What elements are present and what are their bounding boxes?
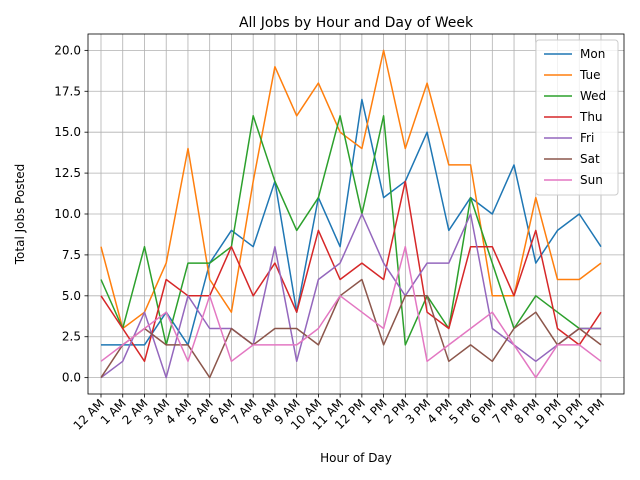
series-line-tue	[100, 49, 602, 330]
y-tick-label: 12.5	[54, 166, 81, 180]
y-tick-label: 2.5	[62, 330, 81, 344]
legend-label: Sat	[580, 152, 600, 166]
y-tick-label: 5.0	[62, 289, 81, 303]
y-tick-label: 0.0	[62, 371, 81, 385]
series-line-sun	[100, 245, 602, 379]
chart-title: All Jobs by Hour and Day of Week	[239, 15, 474, 31]
series-line-sat	[100, 278, 602, 379]
y-axis-ticks: 0.0 2.5 5.0 7.5 10.0 12.5 15.0 17.5 20.0	[54, 43, 88, 385]
y-tick-label: 10.0	[54, 207, 81, 221]
series-lines	[100, 49, 602, 379]
grid	[88, 34, 624, 394]
series-line-thu	[100, 180, 602, 363]
legend-label: Wed	[580, 89, 606, 103]
x-axis-label: Hour of Day	[320, 451, 392, 465]
legend-box	[535, 39, 619, 196]
legend-label: Thu	[579, 110, 603, 124]
y-tick-label: 17.5	[54, 84, 81, 98]
legend-label: Fri	[580, 131, 594, 145]
y-tick-label: 15.0	[54, 125, 81, 139]
legend-label: Mon	[580, 47, 605, 61]
series-line-fri	[100, 213, 601, 379]
y-tick-label: 20.0	[54, 43, 81, 57]
legend-label: Sun	[580, 173, 603, 187]
legend-label: Tue	[579, 68, 601, 82]
series-line-mon	[101, 98, 602, 346]
series-line-wed	[100, 115, 601, 346]
y-axis-label: Total Jobs Posted	[13, 164, 27, 266]
legend: Mon Tue Wed Thu Fri Sat Sun	[535, 39, 619, 196]
y-tick-label: 7.5	[62, 248, 81, 262]
